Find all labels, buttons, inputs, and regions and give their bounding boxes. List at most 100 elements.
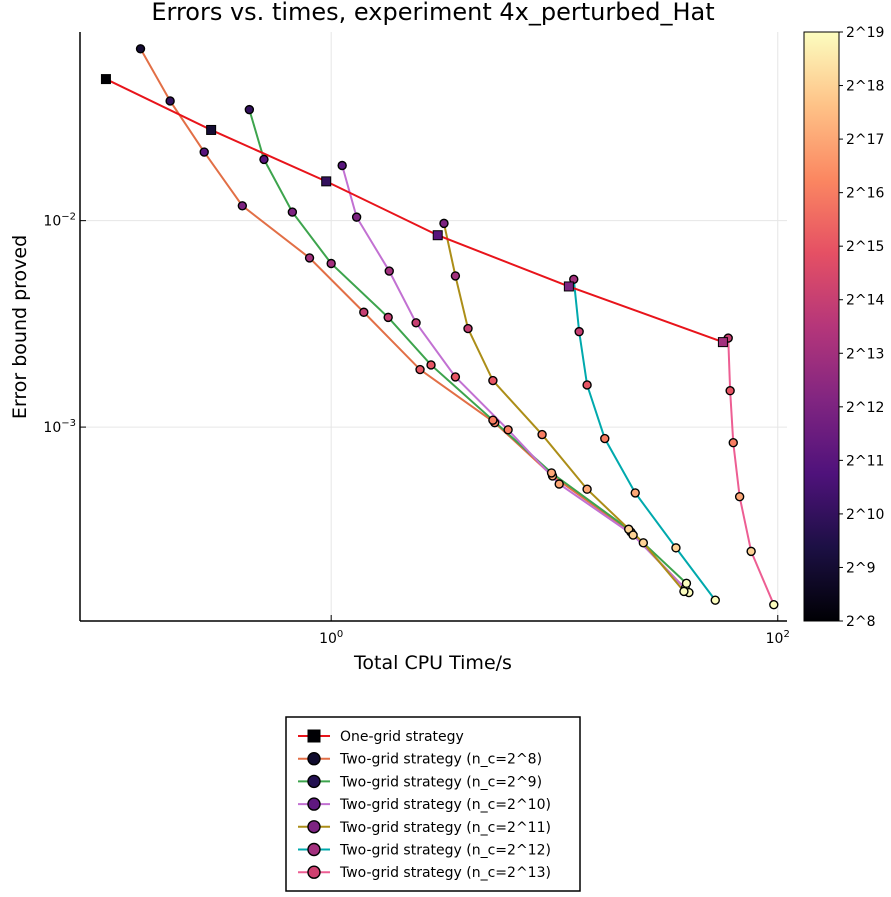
data-point xyxy=(728,438,738,448)
data-point xyxy=(638,538,649,548)
data-point xyxy=(351,212,362,222)
y-axis-label: Error bound proved xyxy=(9,235,31,419)
colorbar-labels: 2^8 2^9 2^10 2^11 2^12 2^13 2^14 2^15 2^16 2^17 2^… xyxy=(839,25,885,630)
data-point xyxy=(165,96,175,106)
data-point xyxy=(383,312,393,323)
legend-entry-label: Two-grid strategy (n_c=2^8) xyxy=(339,752,542,768)
data-point-square xyxy=(432,230,443,241)
data-point xyxy=(503,425,513,435)
data-point xyxy=(574,326,584,337)
colorbar-label: 2^14 xyxy=(846,293,885,309)
data-point xyxy=(671,543,681,553)
data-point xyxy=(488,375,498,386)
data-point xyxy=(710,595,720,605)
legend-entry-label: Two-grid strategy (n_c=2^13) xyxy=(339,865,551,881)
data-point xyxy=(439,218,449,229)
data-point xyxy=(304,253,315,263)
data-point xyxy=(769,599,779,610)
data-point xyxy=(237,201,248,211)
legend-marker xyxy=(307,865,321,879)
colorbar: 2^8 2^9 2^10 2^11 2^12 2^13 2^14 2^15 2^16 2^17 2^… xyxy=(803,25,885,630)
data-point-square xyxy=(100,74,111,85)
data-point xyxy=(426,360,436,370)
data-point xyxy=(681,578,692,589)
data-point xyxy=(600,433,610,444)
colorbar-label: 2^18 xyxy=(846,79,884,95)
data-point xyxy=(135,44,146,54)
data-point xyxy=(199,147,209,157)
colorbar-label: 2^19 xyxy=(846,25,884,41)
legend-entry-label: Two-grid strategy (n_c=2^10) xyxy=(339,797,551,813)
y-axis-ticks: 10−3 10−2 xyxy=(43,212,86,436)
data-point xyxy=(488,415,498,425)
colorbar-label: 2^10 xyxy=(846,507,884,523)
legend-entry-label: Two-grid strategy (n_c=2^12) xyxy=(339,843,551,859)
data-point-square xyxy=(321,176,332,187)
data-point xyxy=(337,160,347,171)
y-tick-label: 10−2 xyxy=(43,212,76,230)
data-point xyxy=(359,307,369,317)
legend-marker xyxy=(307,820,321,834)
series-line xyxy=(105,78,724,344)
data-point xyxy=(679,586,689,597)
data-point xyxy=(582,380,592,390)
x-tick-label: 100 xyxy=(319,629,343,647)
data-point xyxy=(384,266,394,276)
series-line xyxy=(572,279,717,601)
legend-marker xyxy=(307,774,321,789)
legend-entries: One-grid strategy Two-grid strategy (n_c=… xyxy=(298,729,551,881)
data-point-square xyxy=(563,281,574,292)
data-point xyxy=(450,271,461,281)
data-point xyxy=(725,386,735,396)
legend-marker-square xyxy=(307,729,321,743)
data-point xyxy=(415,364,425,375)
data-point-square xyxy=(206,124,217,135)
data-point xyxy=(259,154,269,165)
series-line xyxy=(341,165,690,594)
colorbar-label: 2^8 xyxy=(846,614,876,630)
data-point xyxy=(244,104,255,115)
colorbar-label: 2^15 xyxy=(846,239,884,255)
data-point xyxy=(630,488,640,498)
series-line xyxy=(248,109,688,585)
data-point xyxy=(326,258,336,269)
legend-box xyxy=(285,716,581,892)
colorbar-label: 2^17 xyxy=(846,132,884,148)
colorbar-label: 2^16 xyxy=(846,186,885,202)
y-tick-label: 10−3 xyxy=(43,418,76,436)
data-point xyxy=(746,546,756,557)
data-point xyxy=(734,492,745,502)
grid xyxy=(80,32,787,621)
colorbar-label: 2^12 xyxy=(846,400,884,416)
plot-frame xyxy=(79,32,787,622)
data-point xyxy=(628,530,638,540)
legend-marker xyxy=(307,842,321,857)
data-point xyxy=(546,468,557,478)
series-lines xyxy=(105,48,775,606)
data-point xyxy=(537,429,547,440)
data-point xyxy=(450,372,461,382)
legend-entry-label: Two-grid strategy (n_c=2^9) xyxy=(339,774,542,790)
legend: One-grid strategy Two-grid strategy (n_c=… xyxy=(285,716,581,892)
data-point-square xyxy=(717,337,728,348)
legend-marker xyxy=(307,752,321,766)
colorbar-label: 2^9 xyxy=(846,560,876,576)
x-axis-label: Total CPU Time/s xyxy=(353,652,512,674)
colorbar-label: 2^11 xyxy=(846,453,884,469)
colorbar-label: 2^13 xyxy=(846,346,884,362)
series-markers xyxy=(100,44,779,610)
x-axis-ticks: 100 102 xyxy=(319,615,790,647)
data-point xyxy=(411,318,421,328)
data-point xyxy=(287,207,298,217)
chart-title: Errors vs. times, experiment 4x_perturbe… xyxy=(151,0,714,26)
data-point xyxy=(582,484,592,494)
colorbar-gradient xyxy=(803,31,840,622)
x-tick-label: 102 xyxy=(766,629,790,647)
legend-entry-label: Two-grid strategy (n_c=2^11) xyxy=(339,820,551,836)
legend-entry-label: One-grid strategy xyxy=(340,729,464,745)
legend-marker xyxy=(307,797,321,811)
data-point xyxy=(463,323,473,334)
data-point xyxy=(554,479,564,489)
series-line xyxy=(727,338,775,606)
